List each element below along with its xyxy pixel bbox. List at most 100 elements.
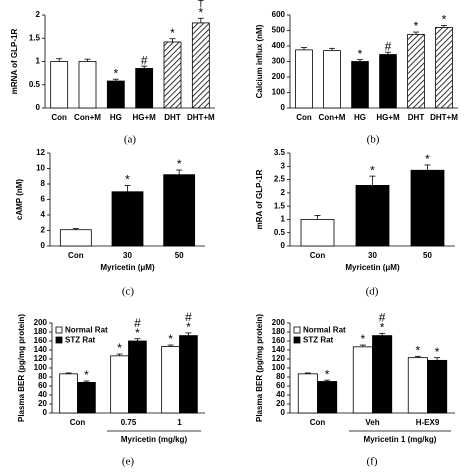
annotation: # <box>134 316 141 330</box>
y-tick-label: 3.5 <box>274 148 286 157</box>
bar <box>295 49 313 109</box>
bar <box>77 381 96 414</box>
bar <box>50 61 69 109</box>
bar <box>379 54 397 109</box>
legend-label: Normal Rat <box>65 326 108 335</box>
y-tick-label: 0 <box>281 241 286 250</box>
bar <box>161 345 180 414</box>
y-tick-label: 2.5 <box>274 175 286 184</box>
bar <box>110 355 129 414</box>
y-tick-label: 1 <box>36 57 41 66</box>
annotation: # <box>141 53 148 67</box>
x-axis-label: Myricetin (μM) <box>345 263 400 272</box>
annotation: * <box>425 152 430 166</box>
panel-label: (c) <box>122 286 135 298</box>
panel-label: (b) <box>367 134 380 146</box>
annotation: * <box>125 173 130 187</box>
x-tick-label: DHT+M <box>430 113 458 122</box>
y-tick-label: 20 <box>38 399 47 408</box>
y-tick-label: 100 <box>272 88 286 97</box>
y-tick-label: 0 <box>281 408 286 417</box>
bar <box>323 50 341 109</box>
y-axis-label: cAMP (nM) <box>15 179 24 221</box>
y-tick-label: 200 <box>34 318 48 327</box>
y-tick-label: 8 <box>41 179 46 188</box>
panel-label: (f) <box>367 456 378 468</box>
panel-label: (e) <box>122 456 135 468</box>
annotation: * <box>416 343 421 357</box>
annotation: † <box>197 0 204 9</box>
x-tick-label: 1 <box>177 418 182 427</box>
annotation: * <box>380 321 385 335</box>
bar <box>435 26 453 109</box>
y-tick-label: 160 <box>272 336 286 345</box>
bar <box>352 346 373 414</box>
y-axis-label: Plasma BER (pg/mg protein) <box>17 314 26 422</box>
x-axis-label: Myricetin 1 (mg/kg) <box>364 435 437 444</box>
annotation: * <box>358 47 363 61</box>
bar <box>135 68 154 109</box>
legend-swatch <box>55 326 63 334</box>
annotation: * <box>170 26 175 40</box>
x-tick-label: DHT+M <box>187 113 215 122</box>
legend-label: Normal Rat <box>303 326 346 335</box>
y-tick-label: 2 <box>281 188 286 197</box>
bar <box>407 33 425 109</box>
y-tick-label: 1.5 <box>29 33 41 42</box>
annotation: * <box>186 320 191 334</box>
annotation: # <box>379 311 386 325</box>
x-axis-label: Myricetin (μM) <box>100 263 155 272</box>
y-axis-label: Calcium influx (nM) <box>255 24 264 98</box>
y-axis-label: Plasma BER (pg/mg protein) <box>255 314 264 422</box>
bar <box>372 335 393 414</box>
x-tick-label: 50 <box>423 251 432 260</box>
x-tick-label: HG+M <box>376 113 400 122</box>
panel-label: (a) <box>124 134 137 146</box>
x-axis-label: Myricetin (mg/kg) <box>121 435 188 444</box>
x-tick-label: 0.75 <box>121 418 137 427</box>
x-tick-label: 30 <box>368 251 377 260</box>
annotation: * <box>84 368 89 382</box>
bar <box>59 229 92 247</box>
y-tick-label: 160 <box>34 336 48 345</box>
x-tick-label: Con+M <box>319 113 346 122</box>
x-tick-label: Con <box>51 113 67 122</box>
annotation: # <box>185 310 192 324</box>
y-tick-label: 120 <box>34 354 48 363</box>
bar <box>297 373 318 414</box>
x-tick-label: Veh <box>365 418 379 427</box>
y-tick-label: 400 <box>272 41 286 50</box>
bar <box>163 174 196 247</box>
annotation: * <box>177 157 182 171</box>
y-tick-label: 3 <box>281 161 286 170</box>
y-tick-label: 60 <box>276 381 285 390</box>
y-tick-label: 20 <box>276 399 285 408</box>
panel-label: (d) <box>366 286 379 298</box>
x-tick-label: HG <box>354 113 366 122</box>
y-tick-label: 200 <box>272 318 286 327</box>
y-tick-label: 2 <box>36 10 41 19</box>
x-tick-label: 50 <box>175 251 184 260</box>
y-tick-label: 180 <box>34 327 48 336</box>
bar <box>128 340 147 414</box>
bar <box>355 185 390 247</box>
y-tick-label: 0 <box>41 241 46 250</box>
legend-label: STZ Rat <box>65 336 96 345</box>
annotation: * <box>135 326 140 340</box>
y-axis-label: mRA of GLP-1R <box>255 169 264 229</box>
y-tick-label: 1 <box>281 215 286 224</box>
bar <box>300 219 335 247</box>
legend-label: STZ Rat <box>303 336 334 345</box>
annotation: * <box>168 332 173 346</box>
annotation: * <box>442 13 447 27</box>
y-tick-label: 2 <box>41 226 46 235</box>
x-tick-label: Con <box>310 418 326 427</box>
y-tick-label: 4 <box>41 210 46 219</box>
y-tick-label: 60 <box>38 381 47 390</box>
annotation: * <box>117 341 122 355</box>
bar <box>191 22 210 109</box>
x-tick-label: Con <box>68 251 84 260</box>
x-tick-label: DHT <box>408 113 425 122</box>
